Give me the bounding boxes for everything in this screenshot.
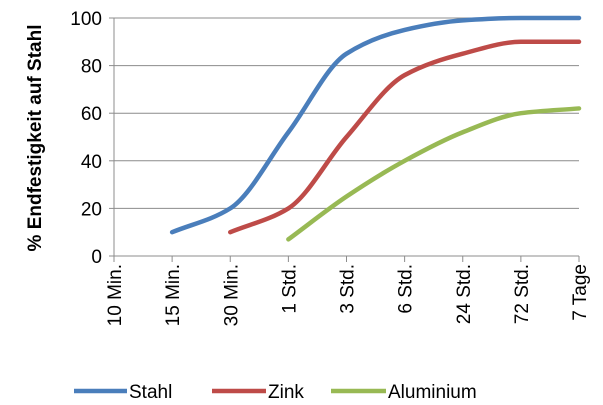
x-axis-ticks: 10 Min. 15 Min. 30 Min. 1 Std. 3 Std. 6 Std. 2…: [105, 264, 591, 326]
legend-item-zink: Zink: [212, 382, 304, 403]
x-tick-label: 24 Std.: [454, 264, 475, 324]
legend-item-aluminium: Aluminium: [331, 382, 477, 403]
legend-item-stahl: Stahl: [74, 382, 172, 403]
legend: Stahl Zink Aluminium: [74, 382, 477, 403]
y-tick-label: 0: [91, 247, 102, 268]
x-tick-label: 3 Std.: [338, 264, 359, 314]
series-line-stahl: [169, 15, 582, 235]
y-tick-label: 80: [81, 57, 102, 78]
legend-label: Stahl: [129, 382, 172, 403]
x-tick-label: 30 Min.: [221, 264, 242, 326]
axes: [109, 17, 580, 262]
x-tick-label: 15 Min.: [163, 264, 184, 326]
x-tick-label: 72 Std.: [512, 264, 533, 324]
y-tick-label: 20: [81, 199, 102, 220]
legend-label: Aluminium: [388, 382, 477, 403]
y-tick-label: 40: [81, 152, 102, 173]
y-axis-ticks: 0 20 40 60 80 100: [70, 9, 102, 268]
series-line-zink: [228, 39, 582, 235]
series-lines: [169, 15, 582, 242]
y-tick-label: 60: [81, 104, 102, 125]
legend-label: Zink: [268, 382, 304, 403]
x-tick-label: 6 Std.: [396, 264, 417, 314]
gridlines: [114, 17, 579, 209]
y-tick-label: 100: [70, 9, 102, 30]
x-tick-label: 7 Tage: [570, 264, 591, 321]
series-line-aluminium: [286, 106, 582, 242]
y-axis-label: % Endfestigkeit auf Stahl: [25, 25, 46, 252]
x-tick-label: 1 Std.: [279, 264, 300, 314]
x-tick-label: 10 Min.: [105, 264, 126, 326]
